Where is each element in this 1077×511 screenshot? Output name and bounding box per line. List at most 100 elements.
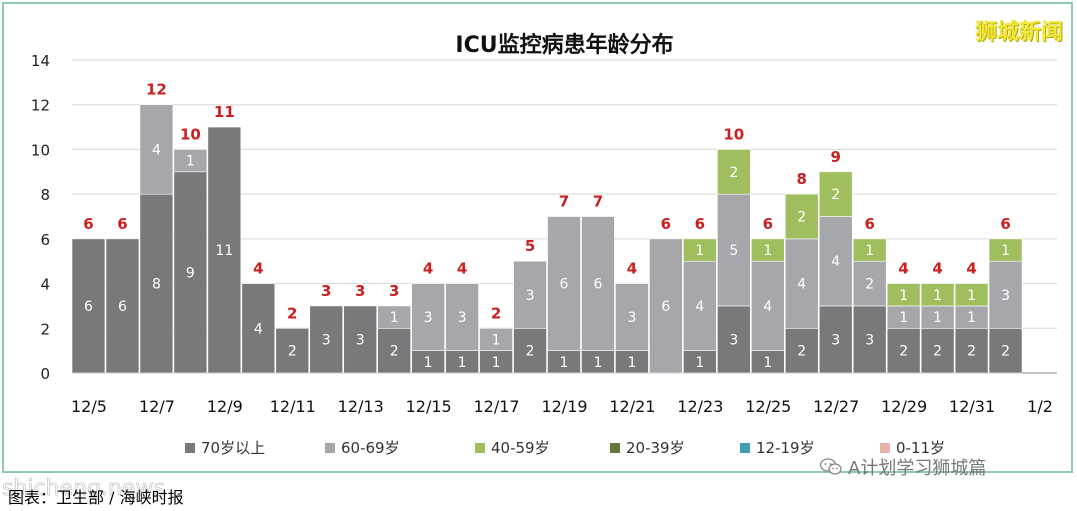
bar-value-label: 11 — [215, 243, 233, 259]
bar-segment — [920, 283, 955, 307]
bar-segment — [411, 283, 445, 351]
bar-segment — [343, 305, 377, 374]
bar-value-label: 1 — [1001, 243, 1010, 259]
bar-value-label: 1 — [594, 355, 603, 371]
x-tick-label: 12/23 — [677, 397, 723, 416]
bar-value-label: 8 — [152, 277, 161, 293]
x-tick-label: 12/17 — [474, 397, 520, 416]
bar-total-label: 6 — [661, 215, 671, 233]
wechat-icon — [820, 458, 842, 475]
x-tick-label: 12/15 — [406, 397, 452, 416]
bar-segment — [377, 327, 411, 374]
account-label: A计划学习狮城篇 — [820, 454, 986, 480]
bar-total-label: 4 — [253, 260, 263, 278]
bar-value-label: 1 — [186, 154, 195, 170]
source-caption: 图表：卫生部 / 海峡时报 — [8, 488, 184, 507]
bar-value-label: 2 — [390, 344, 399, 360]
x-tick-label: 12/9 — [207, 397, 243, 416]
chart-title: ICU监控病患年龄分布 — [455, 32, 673, 58]
bar-segment — [886, 283, 921, 307]
bar-segment — [173, 149, 208, 173]
bar-segment — [479, 327, 513, 351]
bar-value-label: 4 — [797, 277, 806, 293]
bar-segment — [615, 283, 649, 351]
bar-total-label: 3 — [321, 282, 331, 300]
bar-value-label: 2 — [933, 344, 942, 360]
bar-segment — [852, 238, 887, 262]
bar-value-label: 1 — [899, 288, 908, 304]
bar-value-label: 9 — [186, 265, 195, 281]
bar-value-label: 2 — [1001, 344, 1010, 360]
bar-segment — [173, 171, 208, 374]
bar-segment — [717, 149, 751, 195]
y-tick-label: 4 — [40, 276, 50, 294]
bar-segment — [852, 260, 887, 307]
bar-segment — [105, 238, 140, 374]
legend-swatch — [740, 443, 750, 453]
legend-label: 70岁以上 — [201, 439, 265, 457]
legend-label: 0-11岁 — [896, 439, 945, 457]
bar-value-label: 1 — [933, 310, 942, 326]
bar-value-label: 4 — [254, 321, 263, 337]
bar-total-label: 3 — [389, 282, 399, 300]
bar-total-label: 10 — [723, 125, 744, 143]
bar-value-label: 1 — [967, 310, 976, 326]
x-tick-label: 12/25 — [745, 397, 791, 416]
bar-total-label: 4 — [423, 260, 433, 278]
y-tick-label: 6 — [40, 231, 50, 249]
x-tick-label: 12/5 — [71, 397, 107, 416]
bar-segment — [683, 260, 717, 351]
legend-label: 12-19岁 — [756, 439, 815, 457]
bar-segment — [920, 327, 955, 374]
bar-value-label: 4 — [763, 299, 772, 315]
bar-total-label: 2 — [491, 304, 501, 322]
y-tick-label: 10 — [31, 141, 50, 159]
bar-total-label: 9 — [831, 148, 841, 166]
bar-value-label: 3 — [729, 332, 738, 348]
bar-value-label: 3 — [322, 332, 331, 348]
x-tick-label: 1/2 — [1027, 397, 1053, 416]
bar-total-label: 6 — [117, 215, 127, 233]
bar-value-label: 3 — [526, 288, 535, 304]
legend-swatch — [185, 443, 195, 453]
x-tick-label: 12/27 — [813, 397, 859, 416]
y-tick-label: 8 — [40, 186, 50, 204]
bar-segment — [852, 305, 887, 374]
watermark: 狮城新闻 — [974, 19, 1063, 45]
bar-segment — [818, 171, 853, 217]
bar-segment — [309, 305, 344, 374]
bar-total-label: 6 — [83, 215, 93, 233]
bar-value-label: 1 — [695, 355, 704, 371]
bar-segment — [886, 327, 921, 374]
bar-value-label: 2 — [797, 344, 806, 360]
bar-value-label: 1 — [695, 243, 704, 259]
bar-value-label: 1 — [763, 355, 772, 371]
site-watermark: shicheng.news — [2, 476, 166, 502]
bar-value-label: 2 — [729, 165, 738, 181]
bar-segment — [649, 238, 683, 374]
bar-value-label: 6 — [594, 277, 603, 293]
bar-value-label: 6 — [560, 277, 569, 293]
bar-total-label: 4 — [898, 260, 908, 278]
bar-total-label: 4 — [457, 260, 467, 278]
bar-value-label: 3 — [831, 332, 840, 348]
bar-total-label: 6 — [763, 215, 773, 233]
bar-segment — [988, 260, 1023, 329]
bar-total-label: 2 — [287, 304, 297, 322]
legend-swatch — [880, 443, 890, 453]
bar-value-label: 2 — [526, 344, 535, 360]
bar-value-label: 3 — [356, 332, 365, 348]
y-tick-label: 2 — [40, 320, 50, 338]
bar-segment — [207, 126, 242, 374]
bar-value-label: 1 — [763, 243, 772, 259]
legend-swatch — [475, 443, 485, 453]
bar-segment — [988, 238, 1023, 262]
bar-value-label: 2 — [865, 277, 874, 293]
bar-total-label: 6 — [695, 215, 705, 233]
x-tick-label: 12/7 — [139, 397, 175, 416]
bar-segment — [275, 327, 310, 374]
bar-segment — [717, 193, 751, 307]
bar-value-label: 1 — [933, 288, 942, 304]
bar-segment — [377, 305, 411, 329]
